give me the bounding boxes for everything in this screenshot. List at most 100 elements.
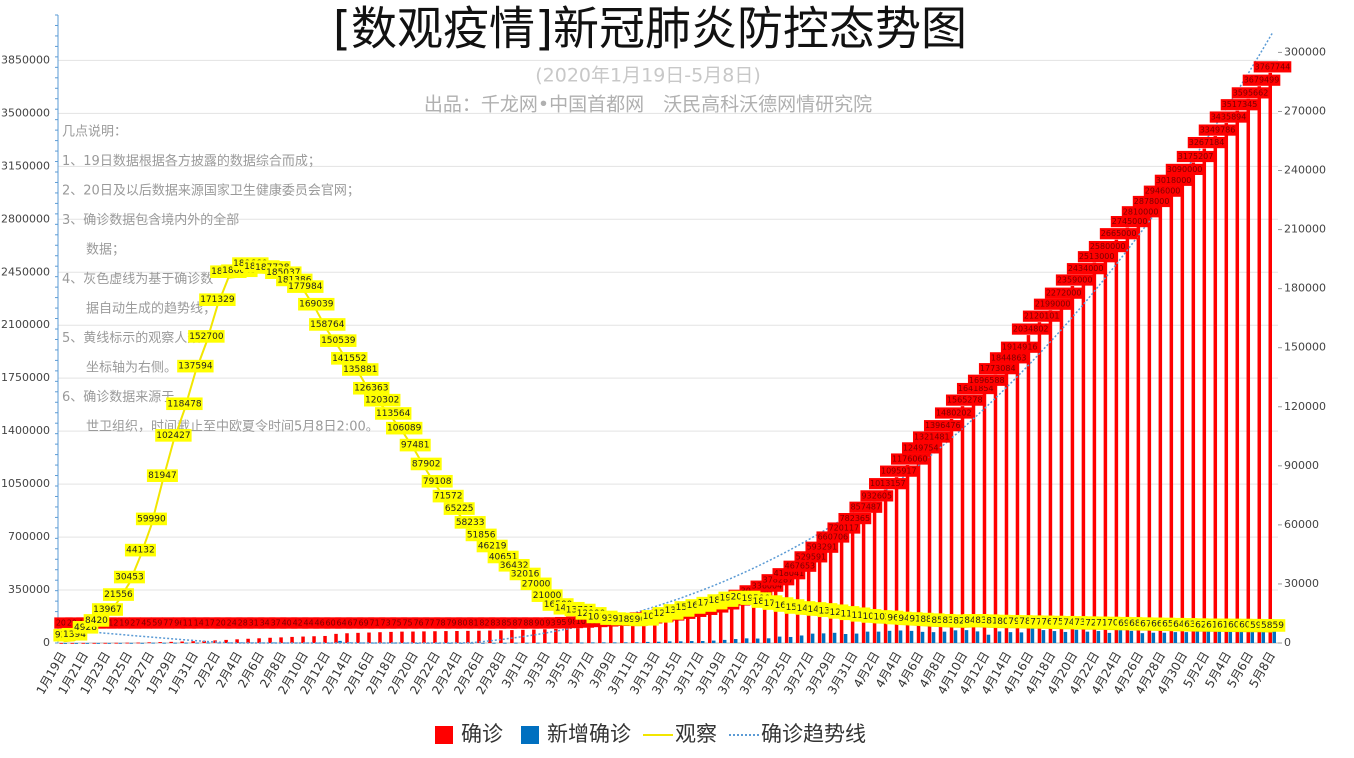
data-label-text: 2199000 xyxy=(1035,300,1071,309)
bar xyxy=(1206,629,1211,643)
data-label-bg xyxy=(54,617,73,629)
bar xyxy=(909,630,914,643)
bar xyxy=(620,625,624,643)
data-label: 1696588 xyxy=(967,374,1006,386)
data-label-text: 593291 xyxy=(807,543,838,552)
bar xyxy=(151,642,155,644)
data-label: 2120101 xyxy=(1022,310,1061,322)
data-label-text: 137594 xyxy=(178,362,213,372)
bar xyxy=(334,633,338,643)
data-label: 120302 xyxy=(364,393,401,407)
data-label-bg xyxy=(1242,74,1281,86)
data-label-bg xyxy=(956,382,995,395)
y-tick-label: 2450000 xyxy=(1,265,50,278)
chart-title: [数观疫情]新冠肺炎防控态势图 xyxy=(333,2,967,56)
bar xyxy=(975,631,980,643)
bar xyxy=(733,639,738,643)
bar xyxy=(646,641,650,643)
bar xyxy=(169,641,173,643)
data-label: 59990 xyxy=(135,512,167,526)
data-label: 1321481 xyxy=(912,431,951,443)
data-label: 529591 xyxy=(794,551,828,563)
bar xyxy=(949,419,954,643)
data-label-text: 51856 xyxy=(467,530,496,540)
y-tick-label: 350000 xyxy=(8,583,50,596)
data-label: 71572 xyxy=(432,489,464,503)
bar xyxy=(1272,629,1277,643)
data-label-text: 3018000 xyxy=(1156,176,1192,185)
data-label: 1480202 xyxy=(934,407,973,419)
data-label-bg xyxy=(1110,216,1149,228)
bar xyxy=(437,642,441,644)
bar xyxy=(514,642,518,644)
data-label: 418041 xyxy=(772,568,806,580)
bar xyxy=(173,642,177,644)
y2-tick-label: 180000 xyxy=(1284,282,1326,295)
bar xyxy=(411,631,415,643)
data-label-bg xyxy=(945,394,984,406)
data-label-text: 58233 xyxy=(456,518,485,528)
data-label-bg xyxy=(750,580,784,592)
bar xyxy=(147,642,151,644)
data-label-bg xyxy=(309,318,346,331)
data-label-bg xyxy=(113,570,145,584)
data-label: 158764 xyxy=(309,318,346,331)
data-label: 3767744 xyxy=(1253,61,1292,73)
bar xyxy=(367,632,371,643)
bar xyxy=(799,635,804,643)
data-label-text: 1321481 xyxy=(914,433,950,442)
bar xyxy=(81,642,85,644)
data-label: 5859 xyxy=(1259,619,1286,632)
bar xyxy=(982,386,987,643)
y2-tick-label: 270000 xyxy=(1284,104,1326,117)
data-label-bg xyxy=(375,407,412,420)
data-label-text: 3267184 xyxy=(1189,138,1225,147)
bar xyxy=(1030,624,1035,643)
data-label-text: 150539 xyxy=(321,336,356,346)
bar xyxy=(532,629,536,643)
data-label-text: 71572 xyxy=(434,492,463,502)
data-label-text: 1565278 xyxy=(947,396,983,405)
data-label-text: 3349786 xyxy=(1200,126,1236,135)
legend-entry: 确诊趋势线 xyxy=(729,722,866,746)
note-line: 2、20日及以后数据来源国家卫生健康委员会官网； xyxy=(62,183,360,199)
data-label-text: 4928 xyxy=(74,623,97,633)
data-label-text: 782365 xyxy=(840,514,871,523)
bar xyxy=(773,585,778,643)
data-label-text: 2272000 xyxy=(1046,289,1082,298)
bar xyxy=(316,642,320,644)
data-label-text: 30453 xyxy=(115,573,144,583)
bar xyxy=(1246,98,1251,643)
y2-tick-label: 60000 xyxy=(1284,518,1319,531)
data-label: 3517345 xyxy=(1220,99,1259,111)
data-label: 720117 xyxy=(827,522,861,534)
data-label-bg xyxy=(199,293,236,307)
data-label-text: 2034802 xyxy=(1013,325,1049,334)
data-label-text: 857487 xyxy=(851,503,882,512)
data-label-bg xyxy=(146,469,178,482)
data-label: 3595662 xyxy=(1231,87,1270,99)
bar xyxy=(1048,310,1053,643)
y-tick-label: 1750000 xyxy=(1,371,50,384)
bar xyxy=(861,513,866,643)
data-label-text: 932605 xyxy=(862,491,893,500)
bar xyxy=(1217,630,1222,643)
data-label-text: 2745000 xyxy=(1112,217,1148,226)
bar xyxy=(609,626,613,643)
data-label: 27000 xyxy=(520,577,552,591)
bar xyxy=(103,642,107,644)
bar xyxy=(246,638,250,643)
data-label-text: 169039 xyxy=(299,300,334,310)
note-line: 世卫组织，时间截止至中欧夏令时间5月8日2:00。 xyxy=(86,420,379,435)
data-label: 201 xyxy=(54,617,73,629)
bar xyxy=(1239,630,1244,643)
bar xyxy=(718,609,723,643)
data-label-bg xyxy=(1011,323,1050,335)
bar xyxy=(455,630,459,643)
bar xyxy=(279,637,283,643)
bar xyxy=(1118,630,1123,643)
data-label-text: 1095917 xyxy=(881,467,917,476)
data-label: 97481 xyxy=(399,438,431,452)
data-label-bg xyxy=(860,490,894,502)
data-label: 2034802 xyxy=(1011,323,1050,335)
